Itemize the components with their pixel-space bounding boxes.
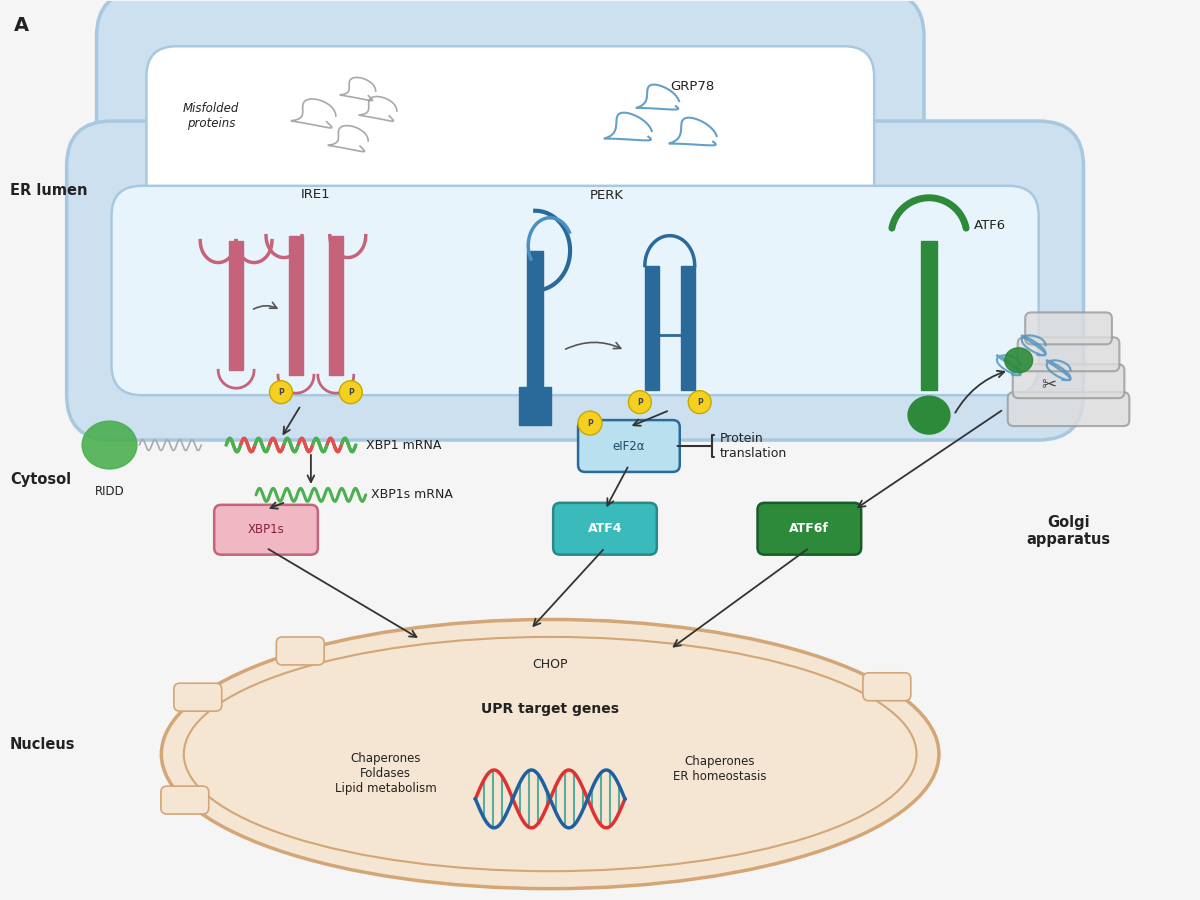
Text: ATF4: ATF4 bbox=[588, 522, 623, 536]
Text: RIDD: RIDD bbox=[95, 485, 125, 498]
FancyBboxPatch shape bbox=[146, 46, 874, 216]
Ellipse shape bbox=[161, 619, 938, 888]
Text: P: P bbox=[278, 388, 284, 397]
FancyBboxPatch shape bbox=[96, 0, 924, 246]
Text: Protein
translation: Protein translation bbox=[720, 432, 787, 460]
Bar bbox=[520, 387, 551, 425]
Text: Misfolded
proteins: Misfolded proteins bbox=[184, 102, 239, 130]
Ellipse shape bbox=[908, 396, 950, 434]
Text: XBP1s mRNA: XBP1s mRNA bbox=[371, 489, 452, 501]
FancyBboxPatch shape bbox=[1018, 338, 1120, 371]
FancyBboxPatch shape bbox=[1013, 364, 1124, 398]
Text: A: A bbox=[14, 16, 29, 35]
FancyBboxPatch shape bbox=[112, 185, 1039, 395]
Text: Golgi
apparatus: Golgi apparatus bbox=[1026, 515, 1111, 547]
FancyBboxPatch shape bbox=[578, 420, 679, 472]
FancyBboxPatch shape bbox=[553, 503, 656, 554]
Circle shape bbox=[629, 391, 652, 414]
Ellipse shape bbox=[1004, 347, 1033, 373]
FancyBboxPatch shape bbox=[67, 121, 1084, 440]
FancyBboxPatch shape bbox=[174, 683, 222, 711]
Text: ATF6: ATF6 bbox=[974, 220, 1006, 232]
Text: P: P bbox=[697, 398, 702, 407]
Bar bbox=[527, 250, 544, 391]
Bar bbox=[680, 266, 695, 391]
Text: PERK: PERK bbox=[590, 189, 624, 202]
Ellipse shape bbox=[184, 637, 917, 871]
Bar bbox=[922, 240, 937, 391]
Bar bbox=[644, 266, 659, 391]
Text: Nucleus: Nucleus bbox=[10, 736, 76, 752]
Circle shape bbox=[689, 391, 712, 414]
Text: P: P bbox=[587, 418, 593, 427]
Text: Cytosol: Cytosol bbox=[10, 472, 71, 488]
Bar bbox=[229, 240, 244, 370]
FancyBboxPatch shape bbox=[757, 503, 862, 554]
Text: P: P bbox=[348, 388, 354, 397]
Text: CHOP: CHOP bbox=[533, 658, 568, 670]
Text: Chaperones
ER homeostasis: Chaperones ER homeostasis bbox=[673, 755, 767, 783]
FancyBboxPatch shape bbox=[1025, 312, 1112, 345]
Text: UPR target genes: UPR target genes bbox=[481, 702, 619, 716]
FancyBboxPatch shape bbox=[863, 673, 911, 701]
Text: Chaperones
Foldases
Lipid metabolism: Chaperones Foldases Lipid metabolism bbox=[335, 752, 437, 796]
Text: ✂: ✂ bbox=[1042, 376, 1056, 394]
FancyBboxPatch shape bbox=[161, 786, 209, 814]
Text: XBP1s: XBP1s bbox=[247, 523, 284, 536]
FancyBboxPatch shape bbox=[276, 637, 324, 665]
FancyBboxPatch shape bbox=[1008, 392, 1129, 426]
Circle shape bbox=[270, 381, 293, 403]
Text: GRP78: GRP78 bbox=[670, 79, 714, 93]
Text: ATF6f: ATF6f bbox=[790, 522, 829, 536]
Text: XBP1 mRNA: XBP1 mRNA bbox=[366, 438, 442, 452]
Text: IRE1: IRE1 bbox=[301, 188, 331, 201]
Bar bbox=[329, 236, 343, 375]
Circle shape bbox=[340, 381, 362, 403]
Ellipse shape bbox=[82, 421, 137, 469]
Bar bbox=[289, 236, 302, 375]
Text: eIF2α: eIF2α bbox=[613, 439, 646, 453]
Text: ER lumen: ER lumen bbox=[10, 184, 88, 198]
FancyBboxPatch shape bbox=[214, 505, 318, 554]
Text: P: P bbox=[637, 398, 643, 407]
Circle shape bbox=[578, 411, 602, 435]
